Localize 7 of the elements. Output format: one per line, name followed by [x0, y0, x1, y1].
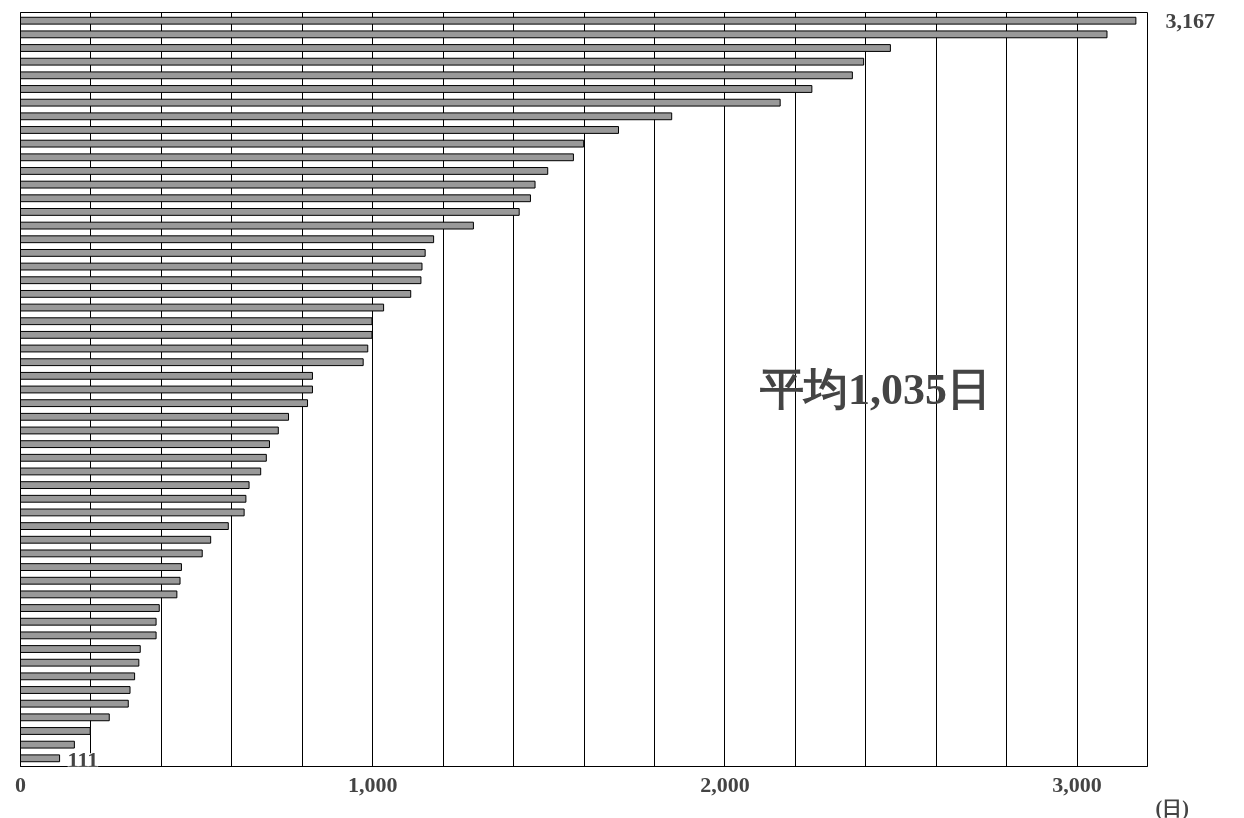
- data-label: 3,167: [1165, 7, 1215, 33]
- x-tick-label: 2,000: [700, 771, 750, 797]
- x-axis-title: (日): [1155, 796, 1189, 818]
- x-tick-label: 1,000: [347, 771, 398, 797]
- x-tick-label: 3,000: [1052, 771, 1102, 797]
- data-label: 111: [67, 747, 99, 773]
- x-tick-label: 0: [15, 771, 26, 797]
